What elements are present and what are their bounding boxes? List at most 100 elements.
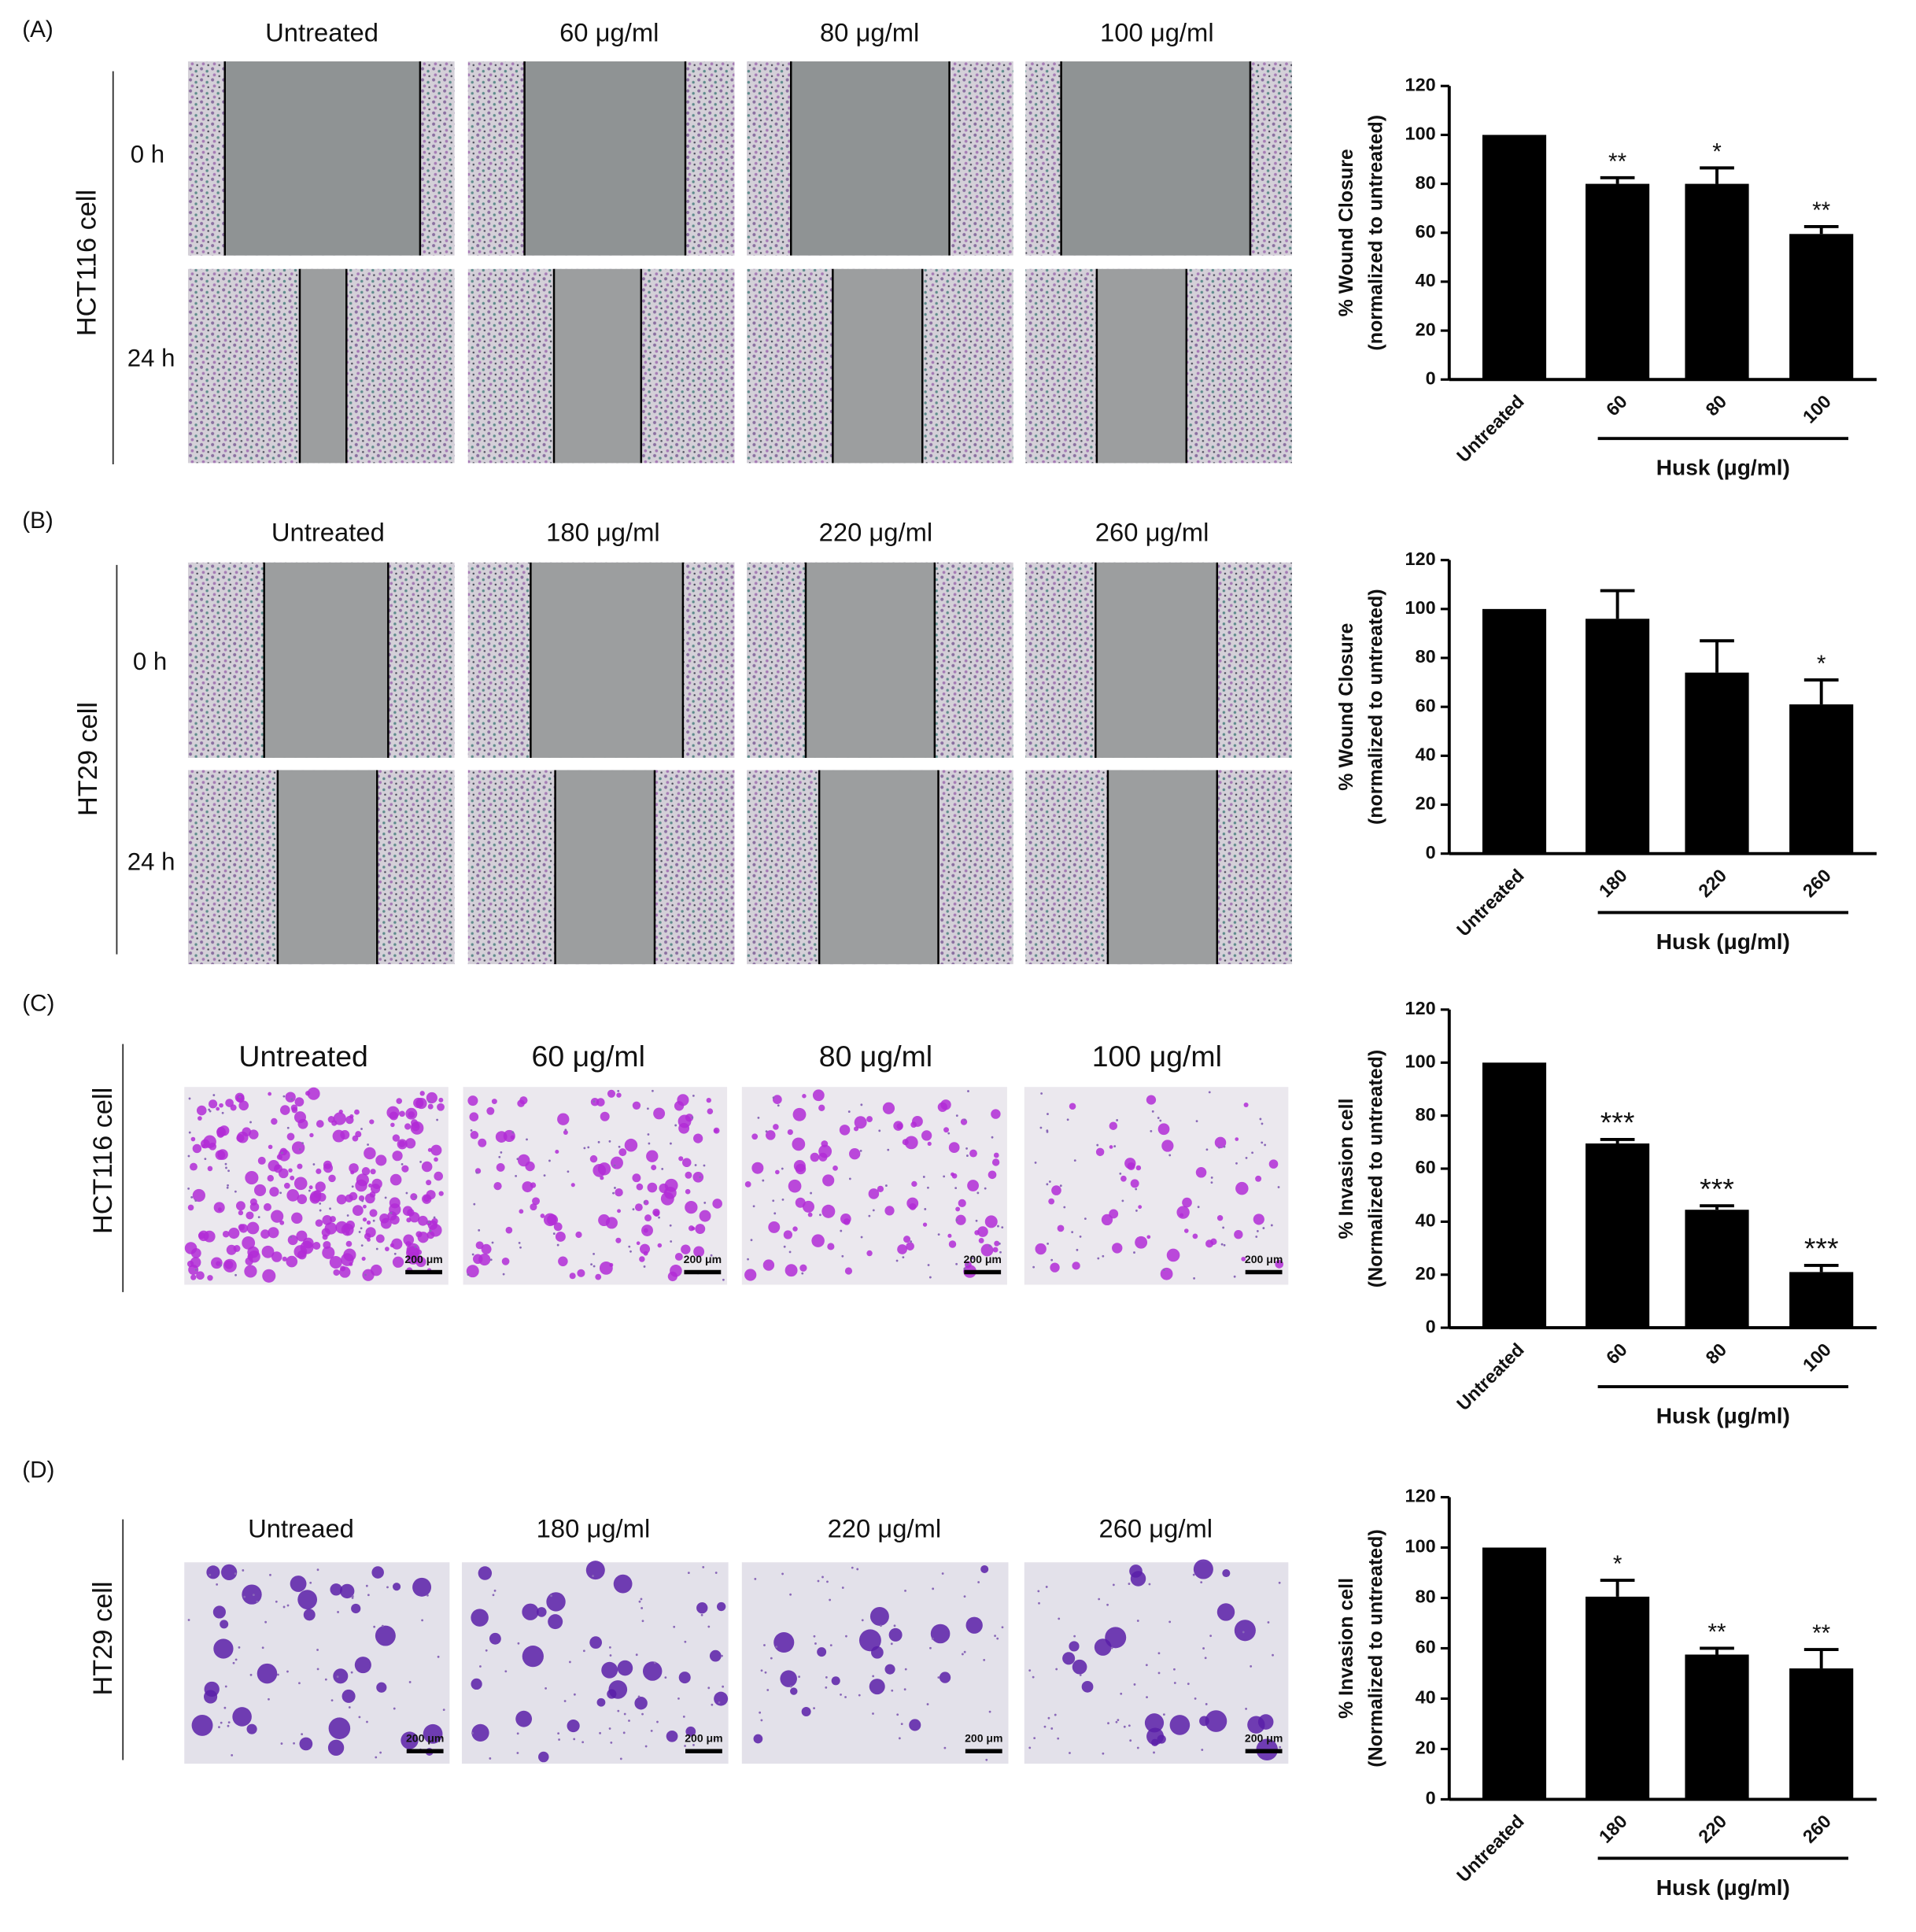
stained-cell [632,1173,641,1183]
debris [1043,1725,1047,1728]
stained-cell [678,1672,691,1684]
stained-cell [190,1162,198,1171]
debris [360,1244,364,1247]
stained-cell [832,1165,838,1171]
stained-cell [575,1231,582,1239]
stained-cell [434,1171,443,1181]
error-bar [1700,1204,1734,1210]
debris [1210,1177,1213,1179]
stained-cell [640,1243,651,1254]
stained-cell [570,1183,575,1188]
stained-cell [321,1228,330,1237]
stained-cell [563,1130,568,1135]
y-tick-label: 40 [1416,1687,1436,1708]
debris [1079,1674,1082,1676]
debris [1112,1583,1115,1587]
debris [988,1710,991,1713]
stained-cell [984,1215,998,1228]
scale-bar-label: 200 μm [684,1253,722,1265]
stained-cell [408,1111,415,1118]
debris [364,1273,367,1276]
debris [187,1187,190,1190]
debris [848,1177,851,1180]
stained-cell [817,1647,827,1657]
debris [1256,1230,1259,1232]
y-tick-label: 20 [1416,793,1436,814]
debris [673,1625,676,1628]
debris [223,1706,227,1709]
debris [656,1720,659,1723]
stained-cell [958,1199,966,1207]
stained-cell [1216,1603,1235,1621]
stained-cell [430,1144,442,1156]
debris [550,1594,552,1598]
debris [947,1132,951,1135]
stained-cell [517,1154,530,1167]
stained-cell [1216,1215,1224,1221]
stained-cell [393,1583,401,1591]
stained-cell [1222,1568,1231,1578]
stained-cell [438,1097,444,1103]
debris [567,1170,570,1173]
y-tick-label: 0 [1426,368,1436,388]
stained-cell [647,1182,658,1193]
debris [840,1229,843,1232]
wound-gap [1096,268,1187,464]
debris [475,1171,478,1174]
debris [829,1644,832,1647]
stained-cell [567,1719,580,1733]
debris [997,1225,999,1228]
wound-gap [277,770,378,965]
stained-cell [268,1227,279,1239]
debris [707,1686,711,1690]
debris [984,1187,987,1190]
debris [629,1250,632,1253]
stained-cell [991,1158,1000,1166]
debris [898,1737,901,1740]
stained-cell [713,1127,720,1134]
debris [1150,1129,1153,1132]
debris [502,1273,505,1276]
stained-cell [216,1130,224,1138]
debris [643,1265,646,1268]
stained-cell [392,1151,403,1162]
stained-cell [884,1664,895,1675]
stained-cell [636,1241,641,1246]
debris [612,1191,615,1195]
debris [895,1259,899,1262]
stained-cell [1257,1714,1274,1730]
debris [336,1675,339,1678]
stained-cell [1144,1713,1165,1733]
debris [943,1175,946,1178]
stained-cell [1253,1214,1264,1225]
stained-cell [469,1112,479,1122]
debris [478,1228,481,1232]
debris [859,1149,862,1152]
stained-cell [192,1143,202,1154]
stained-cell [1235,1137,1239,1141]
stained-cell [411,1122,420,1132]
debris [641,1607,644,1609]
debris [1259,1117,1262,1121]
debris [1261,1141,1264,1144]
column-heading: 80 μg/ml [820,17,919,46]
debris [860,1236,863,1239]
stained-cell [644,1214,652,1222]
stained-cell [939,1672,951,1683]
stained-cell [693,1246,705,1258]
stained-cell [1180,1213,1184,1217]
stained-cell [696,1602,708,1614]
stained-cell [376,1682,387,1693]
stained-cell [215,1150,226,1160]
stained-cell [515,1710,533,1727]
stained-cell [271,1210,284,1223]
debris [965,1147,968,1150]
debris [238,1646,241,1649]
stained-cell [818,1144,832,1158]
debris [1033,1737,1036,1740]
stained-cell [268,1144,273,1150]
y-axis-label: (normalized to untreated) [1364,115,1386,351]
stained-cell [391,1238,403,1250]
stained-cell [471,1609,489,1627]
debris [694,1164,697,1166]
